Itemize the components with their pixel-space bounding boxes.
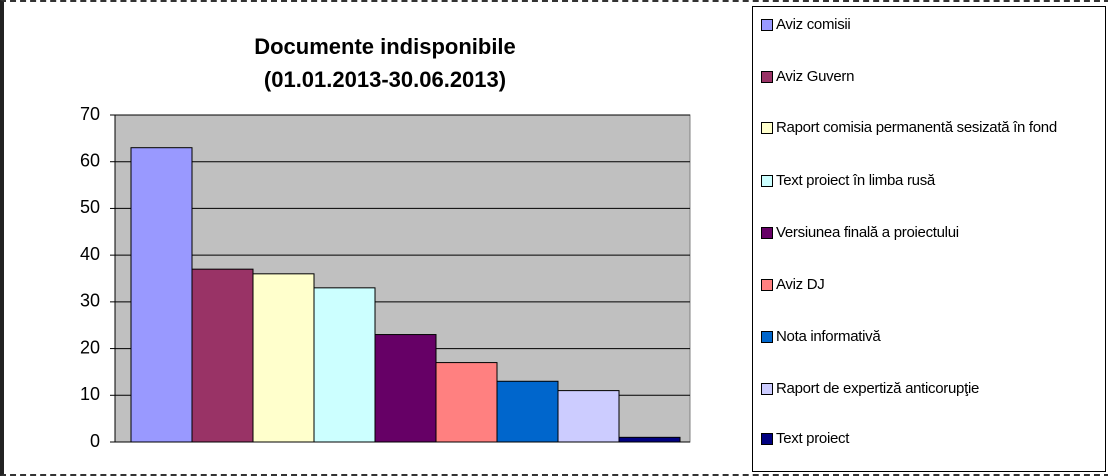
legend-item: Raport comisia permanentă sesizată în fo… bbox=[761, 119, 1091, 136]
bar bbox=[252, 273, 315, 443]
y-tick-label: 30 bbox=[80, 291, 100, 311]
legend-label: Aviz Guvern bbox=[776, 68, 855, 85]
bar bbox=[435, 362, 498, 443]
bar bbox=[618, 436, 681, 443]
bar bbox=[130, 147, 193, 443]
chart-title: Documente indisponibile bbox=[254, 34, 516, 59]
legend-swatch bbox=[761, 227, 773, 239]
legend-item: Text proiect bbox=[761, 430, 1091, 447]
y-tick-label: 20 bbox=[80, 337, 100, 357]
legend-item: Versiunea finală a proiectului bbox=[761, 224, 1091, 241]
legend-swatch bbox=[761, 175, 773, 187]
legend-item: Aviz comisii bbox=[761, 16, 1091, 33]
legend-item: Raport de expertiză anticorupţie bbox=[761, 380, 1091, 397]
legend-item: Aviz Guvern bbox=[761, 68, 1091, 85]
legend-label: Raport de expertiză anticorupţie bbox=[776, 380, 980, 397]
y-tick-label: 0 bbox=[90, 431, 100, 451]
legend-label: Aviz comisii bbox=[776, 16, 851, 33]
legend: Aviz comisii Aviz Guvern Raport comisia pe… bbox=[752, 6, 1106, 472]
legend-swatch bbox=[761, 71, 773, 83]
chart: Documente indisponibile (01.01.2013-30.0… bbox=[80, 34, 691, 451]
legend-swatch bbox=[761, 331, 773, 343]
y-tick-label: 40 bbox=[80, 244, 100, 264]
y-tick-label: 10 bbox=[80, 384, 100, 404]
bar bbox=[374, 334, 437, 443]
bar bbox=[313, 287, 376, 443]
legend-swatch bbox=[761, 279, 773, 291]
bar bbox=[191, 268, 254, 443]
legend-label: Aviz DJ bbox=[776, 276, 825, 293]
legend-label: Text proiect bbox=[776, 430, 850, 447]
bar bbox=[496, 380, 559, 443]
legend-label: Text proiect în limba rusă bbox=[776, 172, 935, 189]
legend-item: Text proiect în limba rusă bbox=[761, 172, 1091, 189]
legend-swatch bbox=[761, 433, 773, 445]
legend-item: Aviz DJ bbox=[761, 276, 1091, 293]
y-tick-label: 60 bbox=[80, 150, 100, 170]
y-tick-label: 50 bbox=[80, 197, 100, 217]
legend-item: Nota informativă bbox=[761, 328, 1091, 345]
legend-label: Raport comisia permanentă sesizată în fo… bbox=[776, 119, 1057, 136]
bar bbox=[557, 390, 620, 443]
legend-label: Nota informativă bbox=[776, 328, 881, 345]
legend-swatch bbox=[761, 19, 773, 31]
legend-label: Versiunea finală a proiectului bbox=[776, 224, 959, 241]
legend-swatch bbox=[761, 122, 773, 134]
y-tick-label: 70 bbox=[80, 104, 100, 124]
legend-swatch bbox=[761, 383, 773, 395]
chart-subtitle: (01.01.2013-30.06.2013) bbox=[264, 67, 506, 92]
